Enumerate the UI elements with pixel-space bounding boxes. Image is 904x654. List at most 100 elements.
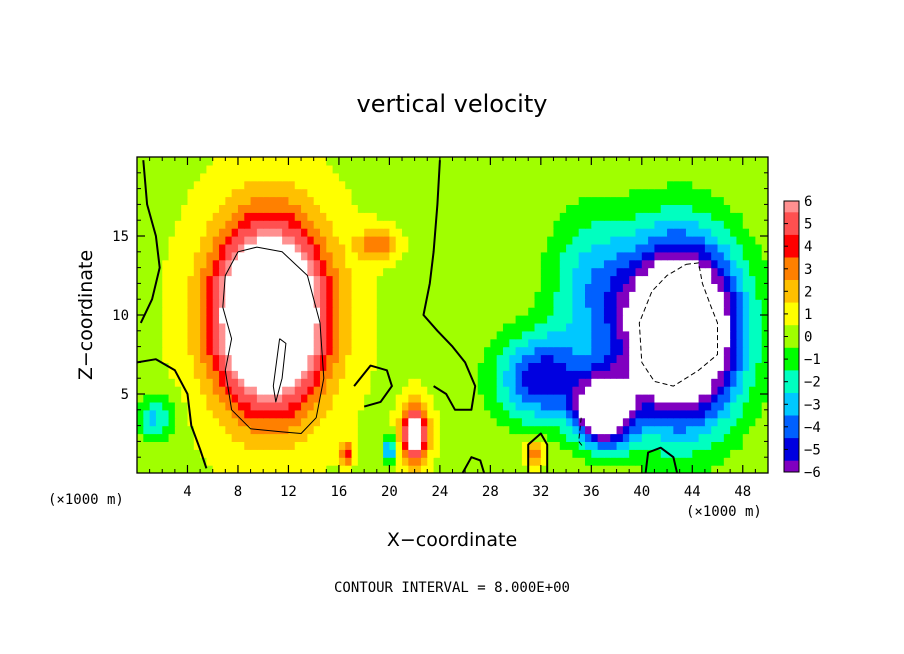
- field-cell: [149, 425, 157, 435]
- field-cell: [465, 465, 473, 473]
- field-cell: [679, 164, 687, 174]
- field-cell: [641, 236, 649, 245]
- field-cell: [376, 449, 384, 458]
- field-cell: [168, 212, 176, 221]
- field-cell: [591, 409, 599, 419]
- field-cell: [237, 212, 245, 221]
- field-cell: [679, 180, 687, 190]
- field-cell: [616, 259, 624, 269]
- field-cell: [395, 457, 403, 466]
- field-cell: [376, 275, 384, 284]
- field-cell: [383, 212, 390, 221]
- field-cell: [231, 212, 239, 221]
- field-cell: [521, 465, 529, 473]
- field-cell: [622, 441, 630, 450]
- field-cell: [685, 299, 693, 308]
- field-cell: [237, 370, 245, 379]
- field-cell: [402, 378, 409, 387]
- field-cell: [521, 283, 529, 292]
- field-cell: [749, 220, 756, 229]
- field-cell: [250, 394, 258, 403]
- field-cell: [452, 164, 460, 174]
- field-cell: [610, 228, 618, 237]
- field-cell: [742, 457, 750, 466]
- field-cell: [427, 433, 435, 442]
- field-cell: [275, 315, 283, 324]
- field-cell: [736, 259, 744, 269]
- field-cell: [206, 157, 214, 166]
- field-cell: [717, 275, 725, 284]
- field-cell: [256, 196, 264, 205]
- field-cell: [673, 307, 681, 316]
- field-cell: [143, 394, 151, 403]
- field-cell: [502, 449, 510, 458]
- field-cell: [212, 157, 220, 166]
- field-cell: [193, 354, 201, 363]
- field-cell: [155, 220, 163, 229]
- field-cell: [553, 172, 561, 182]
- field-cell: [622, 378, 630, 387]
- field-cell: [149, 299, 157, 308]
- field-cell: [603, 164, 611, 174]
- field-cell: [212, 370, 220, 379]
- field-cell: [288, 338, 296, 348]
- field-cell: [597, 196, 605, 205]
- field-cell: [256, 188, 264, 198]
- field-cell: [181, 433, 189, 442]
- field-cell: [755, 172, 763, 182]
- field-cell: [319, 465, 327, 473]
- field-cell: [490, 291, 498, 300]
- field-cell: [704, 172, 712, 182]
- field-cell: [496, 236, 504, 245]
- field-cell: [711, 283, 719, 292]
- field-cell: [414, 188, 422, 198]
- field-cell: [294, 465, 302, 473]
- field-cell: [414, 259, 422, 269]
- field-cell: [742, 267, 750, 277]
- field-cell: [420, 362, 428, 371]
- field-cell: [137, 291, 144, 300]
- field-cell: [319, 236, 327, 245]
- field-cell: [149, 196, 157, 205]
- field-cell: [597, 409, 605, 419]
- field-cell: [465, 188, 473, 198]
- field-cell: [370, 291, 378, 300]
- field-cell: [137, 441, 144, 450]
- field-cell: [521, 212, 529, 221]
- field-cell: [345, 386, 353, 395]
- field-cell: [244, 433, 252, 442]
- field-cell: [679, 465, 687, 473]
- field-cell: [490, 196, 498, 205]
- field-cell: [629, 354, 637, 363]
- field-cell: [458, 204, 466, 213]
- field-cell: [547, 196, 555, 205]
- field-cell: [168, 188, 176, 198]
- field-cell: [465, 291, 473, 300]
- field-cell: [742, 394, 750, 403]
- field-cell: [717, 157, 725, 166]
- field-cell: [319, 315, 327, 324]
- field-cell: [755, 196, 763, 205]
- field-cell: [174, 362, 182, 371]
- field-cell: [673, 236, 681, 245]
- field-cell: [660, 172, 668, 182]
- field-cell: [357, 243, 365, 253]
- field-cell: [736, 417, 744, 427]
- field-cell: [383, 157, 390, 166]
- field-cell: [749, 307, 756, 316]
- field-cell: [673, 370, 681, 379]
- field-cell: [395, 291, 403, 300]
- field-cell: [502, 251, 510, 261]
- field-cell: [496, 283, 504, 292]
- field-cell: [288, 157, 296, 166]
- field-cell: [237, 330, 245, 340]
- field-cell: [660, 425, 668, 435]
- field-cell: [509, 409, 517, 419]
- field-cell: [755, 386, 763, 395]
- field-cell: [629, 394, 637, 403]
- field-cell: [408, 196, 416, 205]
- field-cell: [275, 330, 283, 340]
- field-cell: [332, 362, 340, 371]
- field-cell: [452, 267, 460, 277]
- field-cell: [446, 346, 454, 356]
